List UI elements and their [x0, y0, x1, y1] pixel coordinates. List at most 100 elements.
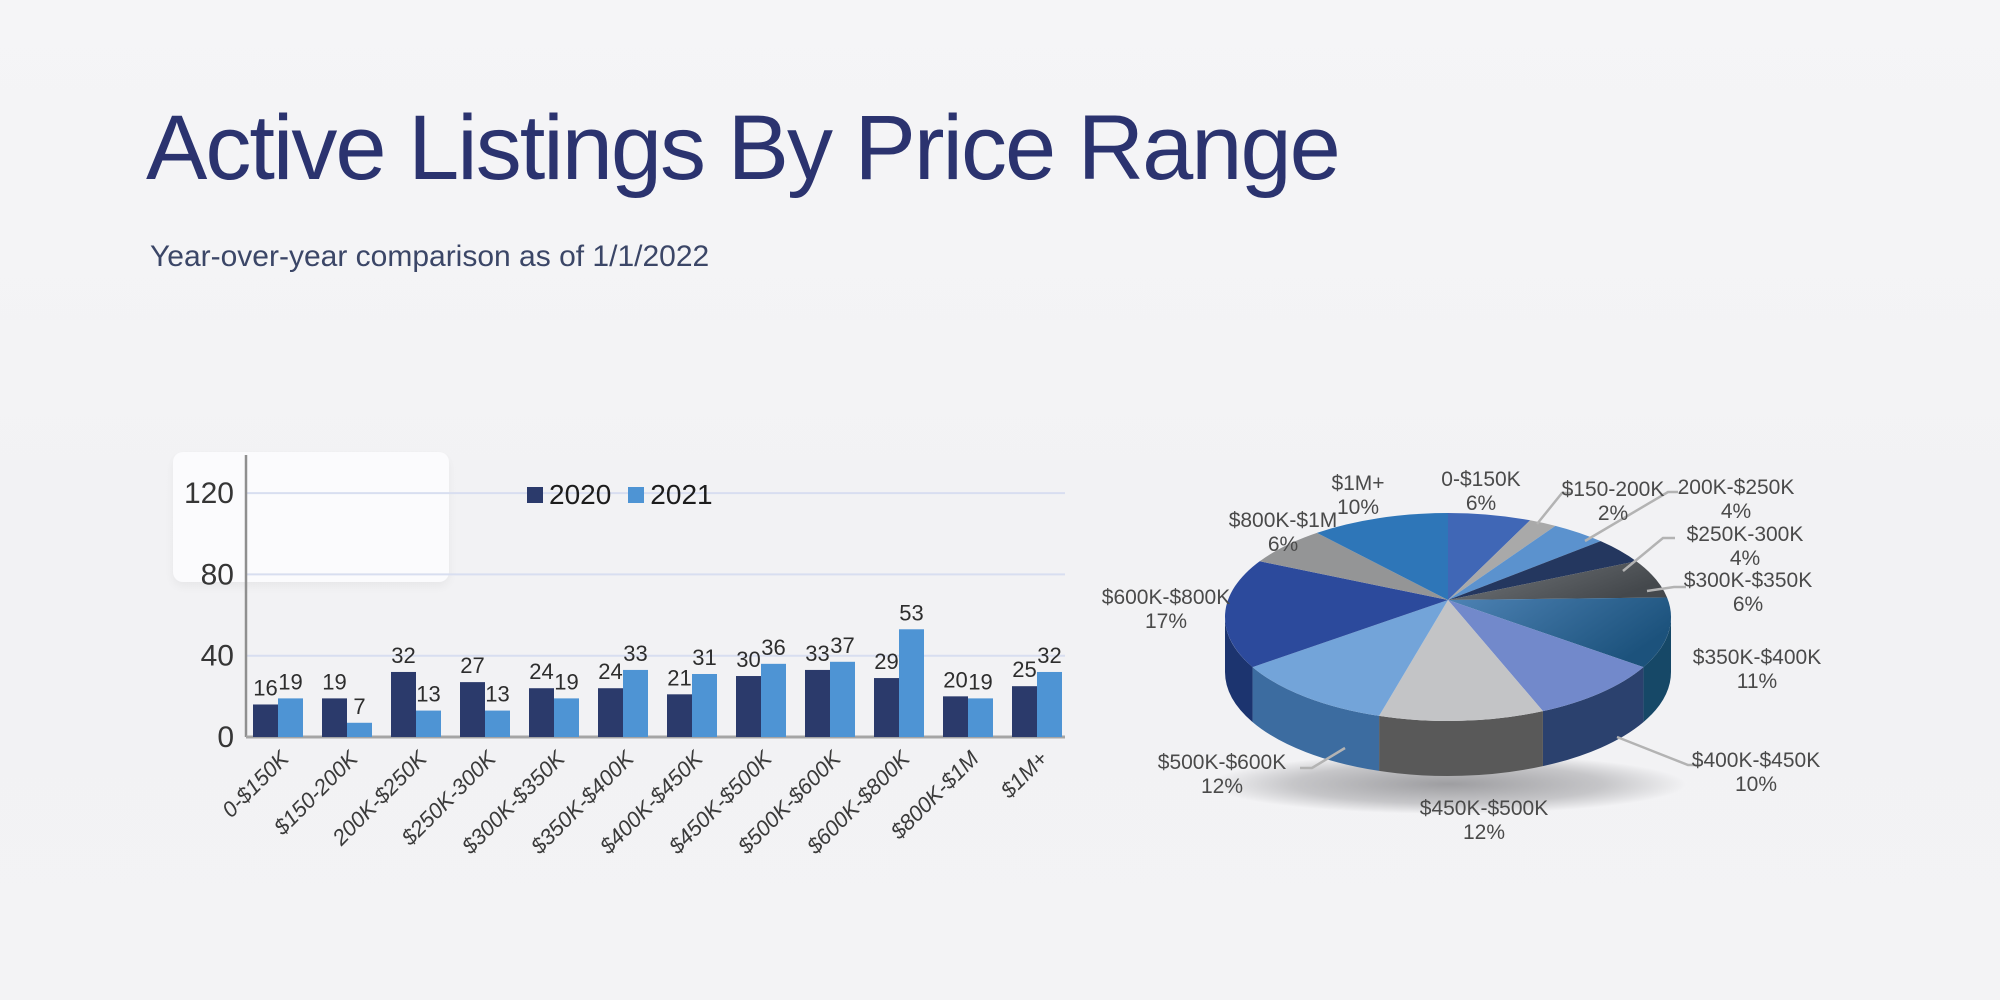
bar-value-label: 19 — [278, 669, 302, 694]
bar-value-label: 13 — [416, 682, 440, 707]
y-tick-label: 80 — [201, 558, 234, 591]
pie-slice-$400K-$450K — [1448, 600, 1644, 712]
bar-value-label: 20 — [943, 667, 967, 692]
bar-2020 — [943, 696, 968, 737]
legend-item-2021: 2021 — [628, 479, 713, 511]
bar-value-label: 33 — [623, 641, 647, 666]
pie-label-$300K-$350K: $300K-$350K — [1684, 569, 1812, 592]
bar-2020 — [667, 694, 692, 737]
bar-2020 — [529, 688, 554, 737]
bar-2021 — [416, 710, 441, 737]
x-category-label: $1M+ — [995, 746, 1053, 804]
pie-chart: 0-$150K6%$150-200K2%200K-$250K4%$250K-30… — [1102, 468, 1821, 844]
page-subtitle: Year-over-year comparison as of 1/1/2022 — [150, 240, 710, 273]
pie-slice-side-$600K-$800K — [1225, 617, 1253, 723]
bar-value-label: 37 — [830, 633, 854, 658]
leader-line-$150-200K — [1536, 491, 1572, 525]
pie-label-0-$150K: 0-$150K — [1441, 468, 1520, 491]
y-tick-label: 120 — [184, 477, 234, 510]
bar-2020 — [460, 682, 485, 737]
bar-2021 — [761, 663, 786, 737]
bar-value-label: 19 — [322, 669, 346, 694]
pie-slice-side-$450K-$500K — [1379, 711, 1543, 776]
pie-slice-$150-200K — [1448, 520, 1556, 600]
bar-2020 — [253, 704, 278, 737]
bar-2020 — [391, 671, 416, 737]
leader-line-$300K-$350K — [1646, 585, 1686, 593]
leader-line-200K-$250K — [1584, 490, 1678, 543]
leader-line-$250K-300K — [1622, 536, 1675, 572]
pie-label-percent-$800K-$1M: 6% — [1268, 533, 1298, 556]
bar-2021 — [485, 710, 510, 737]
pie-label-percent-$250K-300K: 4% — [1730, 547, 1760, 570]
bar-value-label: 13 — [485, 682, 509, 707]
legend-swatch — [527, 487, 543, 503]
pie-slice-$350K-$400K — [1448, 597, 1671, 668]
bar-value-label: 53 — [899, 600, 923, 625]
leader-line-$400K-$450K — [1616, 735, 1700, 767]
bar-2020 — [736, 676, 761, 737]
bar-value-label: 36 — [761, 635, 785, 660]
bar-2021 — [623, 669, 648, 737]
pie-label-percent-$400K-$450K: 10% — [1735, 773, 1777, 796]
pie-label-$1M+: $1M+ — [1331, 472, 1384, 495]
legend-label: 2021 — [650, 479, 713, 510]
pie-slice-$300K-$350K — [1448, 561, 1668, 600]
bar-value-label: 16 — [253, 675, 277, 700]
pie-label-percent-$600K-$800K: 17% — [1145, 610, 1187, 633]
bar-2021 — [830, 661, 855, 737]
pie-slice-$1M+ — [1316, 513, 1448, 600]
bar-2021 — [1037, 671, 1062, 737]
pie-label-percent-0-$150K: 6% — [1466, 492, 1496, 515]
pie-slice-$800K-$1M — [1259, 532, 1448, 600]
pie-label-$800K-$1M: $800K-$1M — [1229, 509, 1338, 532]
pie-label-percent-$450K-$500K: 12% — [1463, 821, 1505, 844]
decorative-panel — [173, 452, 449, 582]
pie-slice-$250K-300K — [1448, 541, 1637, 600]
bar-value-label: 30 — [736, 647, 760, 672]
bar-value-label: 21 — [667, 665, 691, 690]
bar-value-label: 7 — [353, 694, 365, 719]
bar-2020 — [1012, 686, 1037, 737]
pie-slice-side-$350K-$400K — [1643, 617, 1671, 723]
pie-label-percent-$150-200K: 2% — [1598, 502, 1628, 525]
bar-value-label: 31 — [692, 645, 716, 670]
y-tick-label: 40 — [201, 640, 234, 673]
bar-2021 — [968, 698, 993, 737]
pie-label-percent-200K-$250K: 4% — [1721, 500, 1751, 523]
pie-label-$500K-$600K: $500K-$600K — [1158, 751, 1286, 774]
bar-2020 — [874, 678, 899, 737]
pie-label-$400K-$450K: $400K-$450K — [1692, 749, 1820, 772]
leader-line-$500K-$600K — [1300, 746, 1346, 770]
bar-2021 — [692, 673, 717, 737]
pie-label-$450K-$500K: $450K-$500K — [1420, 797, 1548, 820]
pie-slice-200K-$250K — [1448, 525, 1601, 600]
bar-value-label: 27 — [460, 653, 484, 678]
bar-value-label: 19 — [554, 669, 578, 694]
bar-value-label: 19 — [968, 669, 992, 694]
bar-value-label: 24 — [598, 659, 622, 684]
pie-slice-$600K-$800K — [1225, 561, 1448, 668]
pie-slice-$500K-$600K — [1252, 600, 1448, 716]
pie-label-$600K-$800K: $600K-$800K — [1102, 586, 1230, 609]
bar-2021 — [278, 698, 303, 737]
bar-2020 — [805, 669, 830, 737]
pie-slice-$450K-$500K — [1379, 600, 1543, 721]
pie-label-$350K-$400K: $350K-$400K — [1693, 646, 1821, 669]
pie-label-percent-$500K-$600K: 12% — [1201, 775, 1243, 798]
bar-2021 — [347, 722, 372, 737]
bar-2021 — [899, 629, 924, 737]
bar-value-label: 33 — [805, 641, 829, 666]
bar-chart-legend: 2020 2021 — [527, 479, 713, 511]
bar-2020 — [598, 688, 623, 737]
pie-shadow — [1209, 754, 1687, 814]
bar-value-label: 32 — [391, 643, 415, 668]
pie-label-$150-200K: $150-200K — [1562, 478, 1665, 501]
pie-slice-side-$400K-$450K — [1542, 667, 1644, 767]
bar-2021 — [554, 698, 579, 737]
pie-label-percent-$1M+: 10% — [1337, 496, 1379, 519]
pie-label-200K-$250K: 200K-$250K — [1678, 476, 1795, 499]
y-tick-label: 0 — [217, 721, 234, 754]
